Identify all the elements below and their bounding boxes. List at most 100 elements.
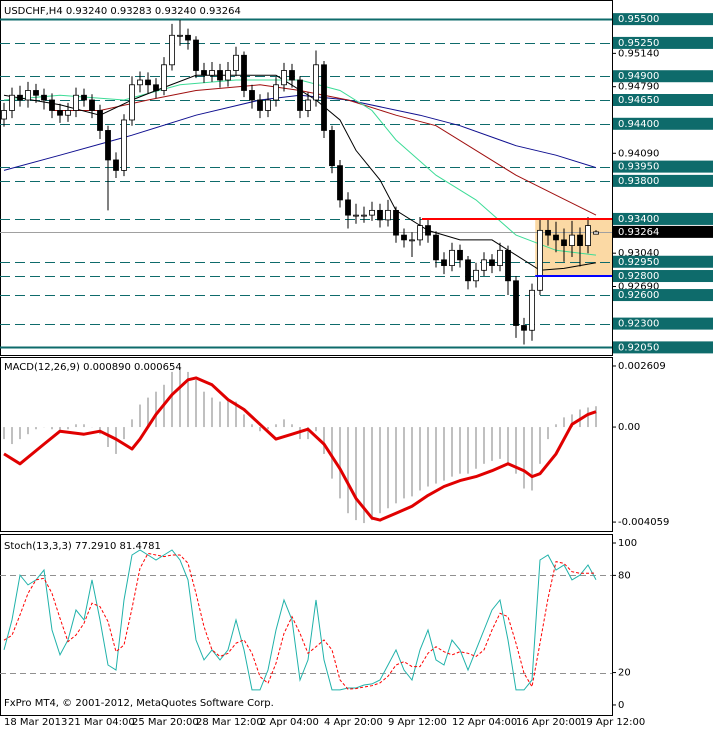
panel-title: Stoch(13,3,3) 77.2910 81.4781 [4,541,161,552]
macd-bar [315,427,317,432]
level-label: 0.92600 [618,290,659,301]
macd-bar [395,427,397,504]
macd-bar [171,371,173,428]
macd-bar [475,427,477,469]
x-tick-label: 25 Mar 20:00 [132,717,199,728]
y-tick-label: 80 [618,570,631,581]
macd-bar [387,427,389,509]
candle-body [1,110,7,120]
candle-body [17,94,23,101]
stoch-line [3,549,597,691]
macd-bar [211,397,213,428]
macd-bar [155,391,157,428]
candle-body [329,130,335,167]
macd-bar [371,427,373,521]
macd-panel [0,357,613,532]
candle-body [529,289,535,331]
candle-body [153,84,159,91]
candle-body [9,94,15,111]
candle-body [449,249,455,266]
macd-bar [347,427,349,514]
macd-bar [283,419,285,428]
candle-body [81,94,87,101]
macd-bar [251,424,253,428]
candle-body [289,70,295,81]
candle-body [161,64,167,91]
x-tick-label: 4 Apr 20:00 [324,717,383,728]
y-tick-label: 0.95140 [618,48,659,59]
macd-bar [403,427,405,499]
candle-body [305,99,311,111]
macd-bar [67,427,69,430]
macd-bar [35,427,37,430]
candle-body [121,119,127,171]
candle-body [553,234,559,241]
macd-bar [491,427,493,461]
candle-body [425,225,431,236]
macd-bar [219,401,221,428]
candle-body [225,70,231,81]
macd-bar [555,424,557,428]
candle-body [25,90,31,101]
macd-bar [307,427,309,440]
level-label-box [613,70,713,83]
candle-body [481,259,487,271]
y-tick-label: 0.92690 [618,281,659,292]
candle-body [473,269,479,282]
macd-signal [3,376,597,522]
y-tick-label: 0 [618,700,624,711]
macd-bar [27,427,29,435]
macd-bar [547,427,549,440]
macd-bar [515,427,517,474]
candle-body [97,110,103,131]
macd-bar [131,419,133,428]
macd-bar [459,427,461,474]
candle-body [409,239,415,242]
level-label: 0.92800 [618,271,659,282]
last-price-box [613,225,713,238]
macd-bar [411,427,413,497]
panel-title: USDCHF,H4 0.93240 0.93283 0.93240 0.9326… [4,6,241,17]
macd-bar [507,427,509,464]
macd-bar [419,427,421,491]
candle-body [577,234,583,246]
candle-body [33,90,39,96]
x-tick-label: 21 Mar 04:00 [68,717,135,728]
macd-bar [595,406,597,428]
level-label-box [613,94,713,107]
macd-bar [75,424,77,428]
macd-bar [203,391,205,428]
candle-body [569,234,575,246]
macd-bar [19,427,21,440]
x-tick-label: 28 Mar 12:00 [196,717,263,728]
macd-bar [323,427,325,454]
y-tick-label: 0.94090 [618,148,659,159]
candle-body [73,94,79,111]
x-tick-label: 12 Apr 04:00 [452,717,517,728]
candle-body [505,249,511,282]
candle-body [337,165,343,201]
candle-body [273,84,279,101]
level-label: 0.93800 [618,176,659,187]
y-tick-label: 0.00 [618,422,640,433]
macd-bar [571,414,573,428]
macd-bar [139,404,141,428]
macd-bar [51,427,53,430]
macd-bar [59,427,61,432]
candle-body [377,209,383,221]
price-panel [0,0,613,356]
stoch-line [3,552,597,690]
candle-body [169,34,175,66]
candle-body [513,280,519,326]
y-tick-label: 0.94790 [618,82,659,93]
level-label: 0.95250 [618,38,659,49]
candle-body [369,209,375,216]
candle-body [561,239,567,246]
candle-body [249,90,255,101]
candle-body [297,79,303,111]
macd-bar [379,427,381,514]
candle-body [209,70,215,76]
macd-bar [275,424,277,428]
macd-bar [499,427,501,459]
